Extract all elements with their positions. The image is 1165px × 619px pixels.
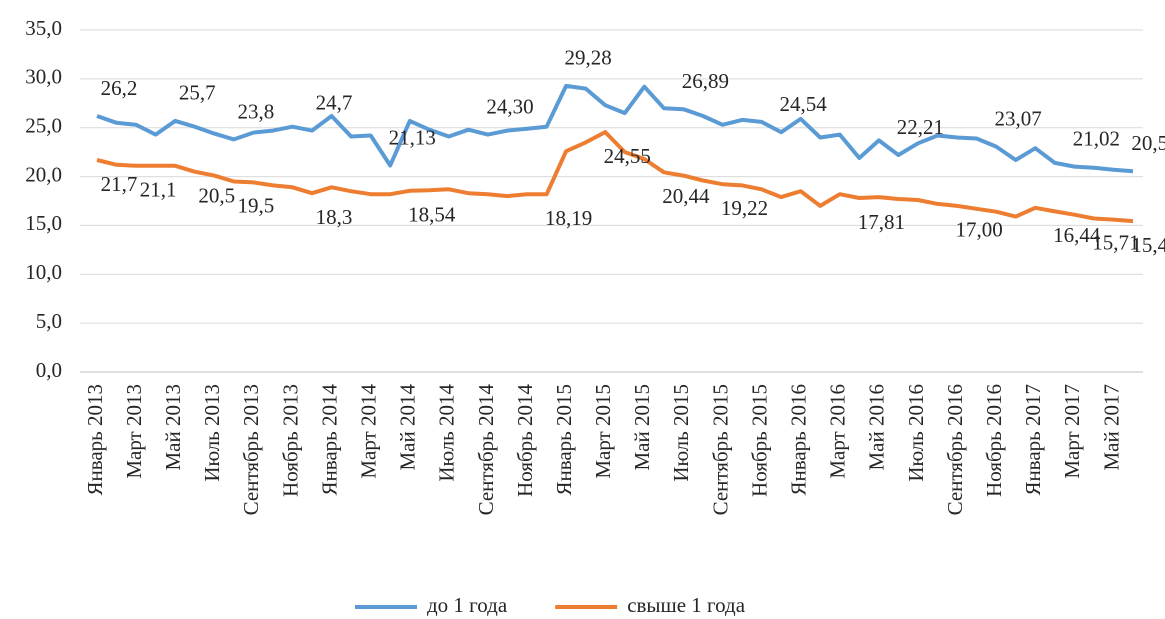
data-label: 20,55	[1131, 131, 1165, 155]
y-tick-label: 25,0	[25, 114, 62, 138]
data-label: 23,8	[237, 99, 274, 123]
x-tick-label: Май 2015	[630, 384, 654, 470]
x-tick-label: Январь 2016	[787, 384, 811, 496]
data-label: 17,81	[858, 210, 905, 234]
x-tick-label: Ноябрь 2013	[278, 384, 302, 497]
x-tick-label: Сентябрь 2016	[943, 384, 967, 515]
data-label: 18,3	[316, 205, 353, 229]
data-label: 15,44	[1131, 233, 1165, 257]
data-label: 24,55	[604, 144, 651, 168]
y-tick-label: 35,0	[25, 16, 62, 40]
x-tick-label: Сентябрь 2014	[474, 384, 498, 516]
data-label: 24,54	[780, 92, 828, 116]
y-tick-label: 0,0	[36, 358, 62, 382]
data-label: 24,30	[486, 94, 533, 118]
data-label: 22,21	[897, 115, 944, 139]
data-label: 20,44	[662, 184, 710, 208]
x-tick-label: Июль 2016	[904, 384, 928, 482]
x-tick-label: Март 2017	[1060, 384, 1084, 479]
x-tick-label: Март 2013	[122, 384, 146, 479]
y-tick-label: 15,0	[25, 211, 62, 235]
data-label: 18,54	[408, 203, 456, 227]
x-tick-label: Март 2015	[591, 384, 615, 479]
x-tick-label: Март 2016	[826, 384, 850, 479]
x-tick-label: Сентябрь 2015	[708, 384, 732, 515]
data-label: 29,28	[565, 46, 612, 70]
legend-label: до 1 года	[427, 593, 508, 617]
x-tick-label: Май 2014	[396, 384, 420, 471]
x-tick-label: Ноябрь 2015	[747, 384, 771, 497]
series-line	[96, 83, 1134, 174]
data-label: 15,71	[1092, 230, 1139, 254]
x-tick-label: Июль 2014	[435, 384, 459, 482]
data-label: 17,00	[955, 218, 1002, 242]
series-line	[96, 130, 1134, 224]
x-tick-label: Январь 2017	[1021, 384, 1045, 496]
data-label: 19,22	[721, 196, 768, 220]
data-label: 19,5	[237, 193, 274, 217]
y-tick-label: 5,0	[36, 309, 62, 333]
x-tick-label: Июль 2015	[669, 384, 693, 482]
data-label: 21,1	[140, 178, 177, 202]
x-tick-label: Январь 2013	[83, 384, 107, 496]
legend-label: свыше 1 года	[627, 593, 746, 617]
data-label: 21,7	[101, 172, 138, 196]
x-tick-label: Ноябрь 2014	[513, 384, 537, 497]
x-tick-label: Ноябрь 2016	[982, 384, 1006, 497]
x-tick-label: Май 2013	[161, 384, 185, 470]
data-label: 23,07	[995, 106, 1042, 130]
x-tick-label: Январь 2014	[317, 384, 341, 496]
x-tick-label: Январь 2015	[552, 384, 576, 496]
x-tick-label: Май 2017	[1099, 384, 1123, 470]
x-tick-label: Сентябрь 2013	[239, 384, 263, 515]
x-tick-label: Март 2014	[356, 384, 380, 479]
y-tick-label: 10,0	[25, 260, 62, 284]
y-tick-label: 30,0	[25, 65, 62, 89]
data-label: 18,19	[545, 206, 592, 230]
data-label: 21,13	[389, 125, 436, 149]
y-tick-label: 20,0	[25, 162, 62, 186]
data-label: 25,7	[179, 81, 216, 105]
data-label: 20,5	[198, 183, 235, 207]
data-label: 24,7	[316, 90, 353, 114]
x-tick-label: Июль 2013	[200, 384, 224, 482]
data-label: 26,2	[101, 76, 138, 100]
data-label: 21,02	[1073, 126, 1120, 150]
x-tick-label: Май 2016	[865, 384, 889, 470]
data-label: 26,89	[682, 69, 729, 93]
data-label: 16,44	[1053, 223, 1101, 247]
